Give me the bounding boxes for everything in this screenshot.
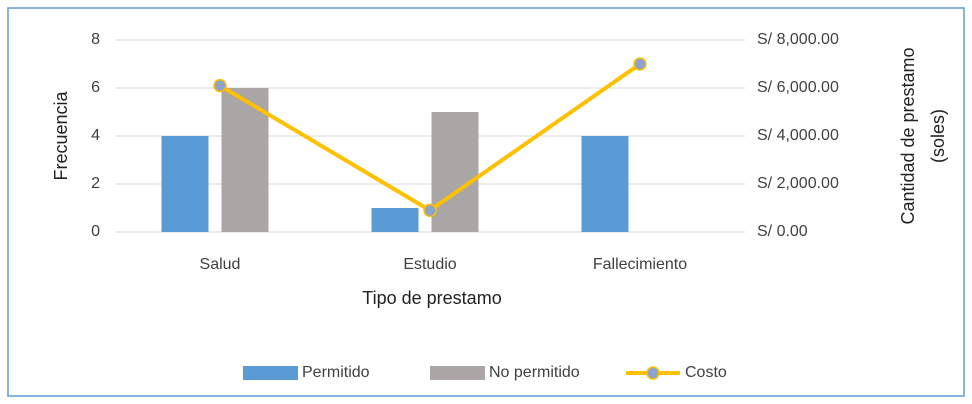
x-tick-label: Salud [200, 256, 241, 273]
legend-swatch [243, 366, 298, 380]
y-tick-label: 8 [91, 31, 100, 48]
y-tick-label: 6 [91, 79, 100, 96]
x-tick-label: Estudio [403, 256, 456, 273]
legend-marker [646, 366, 660, 380]
y2-tick-label: S/ 8,000.00 [757, 31, 839, 48]
y2-tick-label: S/ 0.00 [757, 223, 808, 240]
y2-axis-title: Cantidad de prestamo [898, 47, 918, 224]
bar [431, 112, 479, 232]
chart-frame [7, 7, 965, 397]
legend-swatch [430, 366, 485, 380]
y-tick-label: 0 [91, 223, 100, 240]
y-tick-label: 2 [91, 175, 100, 192]
bar [161, 136, 209, 232]
y2-tick-label: S/ 6,000.00 [757, 79, 839, 96]
legend-label: Costo [685, 364, 727, 381]
y2-axis-title: (soles) [928, 109, 948, 163]
legend-label: No permitido [489, 364, 580, 381]
bar [581, 136, 629, 232]
y-axis-title: Frecuencia [51, 90, 71, 180]
x-tick-label: Fallecimiento [593, 256, 687, 273]
bar [371, 208, 419, 232]
line-marker [633, 57, 647, 71]
y-tick-label: 4 [91, 127, 100, 144]
y2-tick-label: S/ 4,000.00 [757, 127, 839, 144]
line-marker [423, 203, 437, 218]
x-axis-title: Tipo de prestamo [362, 288, 501, 308]
legend-label: Permitido [302, 364, 370, 381]
line-marker [213, 78, 227, 93]
y2-tick-label: S/ 2,000.00 [757, 175, 839, 192]
